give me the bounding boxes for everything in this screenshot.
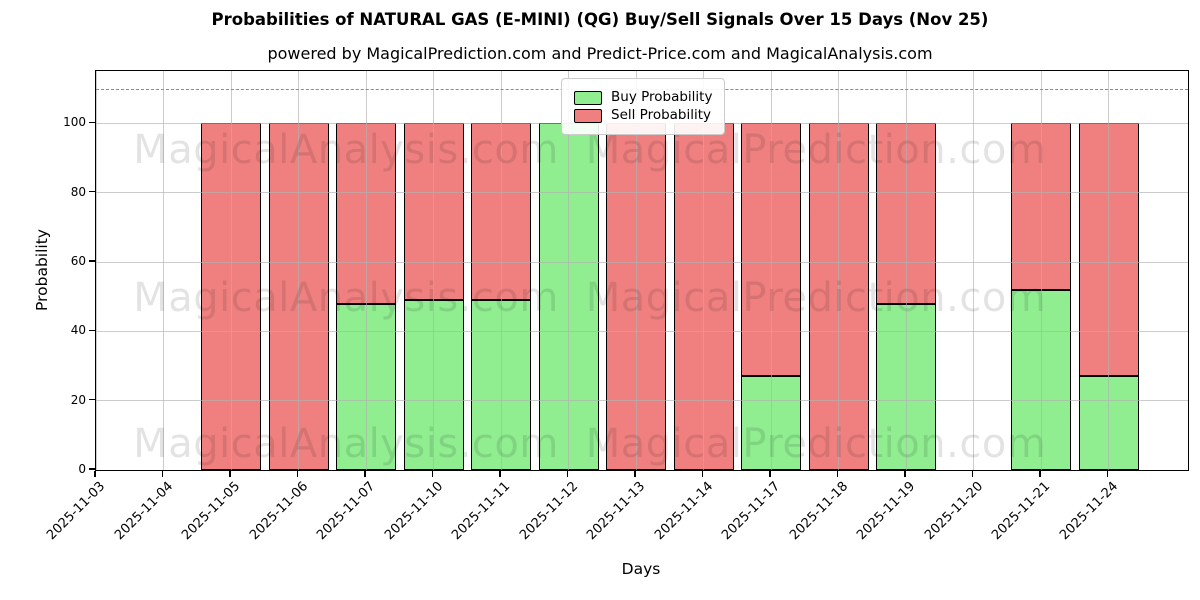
- y-tick-mark: [89, 190, 95, 193]
- x-tick-mark: [971, 470, 974, 477]
- x-tick-mark: [364, 470, 366, 477]
- x-tick-mark: [566, 470, 569, 477]
- chart-title: Probabilities of NATURAL GAS (E-MINI) (Q…: [211, 10, 989, 29]
- gridline-x-2025-11-11: [500, 71, 502, 470]
- x-tick-label: 2025-11-06: [247, 479, 312, 544]
- x-tick-mark: [769, 470, 771, 477]
- y-tick-label: 80: [70, 184, 86, 199]
- x-tick-label: 2025-11-11: [449, 479, 514, 544]
- x-tick-label: 2025-11-24: [1057, 479, 1122, 544]
- x-tick-mark: [701, 470, 704, 477]
- gridline-x-2025-11-13: [635, 71, 637, 470]
- x-tick-label: 2025-11-05: [179, 479, 244, 544]
- gridline-x-2025-11-21: [1040, 71, 1042, 470]
- x-tick-mark: [94, 470, 96, 477]
- gridline-x-2025-11-20: [973, 71, 974, 470]
- x-tick-label: 2025-11-20: [922, 479, 987, 544]
- x-tick-mark: [296, 470, 299, 477]
- watermark-text: MagicalAnalysis.com: [133, 274, 559, 321]
- legend-item-buy: Buy Probability: [574, 90, 712, 105]
- x-tick-label: 2025-11-07: [314, 479, 379, 544]
- legend: Buy Probability Sell Probability: [561, 78, 726, 135]
- x-tick-label: 2025-11-12: [517, 479, 582, 544]
- y-tick-mark: [89, 398, 95, 401]
- x-tick-label: 2025-11-21: [989, 479, 1054, 544]
- y-tick-mark: [89, 121, 95, 124]
- watermark-text: MagicalPrediction.com: [585, 420, 1047, 467]
- x-tick-mark: [161, 470, 164, 477]
- y-tick-mark: [89, 468, 95, 470]
- x-tick-mark: [499, 470, 501, 477]
- y-tick-label: 20: [70, 392, 86, 407]
- watermark-text: MagicalPrediction.com: [585, 274, 1047, 321]
- gridline-x-2025-11-19: [905, 71, 907, 470]
- gridline-y-20: [96, 400, 1188, 402]
- gridline-x-2025-11-12: [568, 71, 569, 470]
- legend-item-sell: Sell Probability: [574, 108, 712, 123]
- gridline-x-2025-11-24: [1108, 71, 1109, 470]
- y-tick-label: 60: [70, 254, 86, 268]
- x-tick-label: 2025-11-14: [652, 479, 717, 544]
- x-tick-label: 2025-11-18: [787, 479, 852, 544]
- x-tick-label: 2025-11-10: [382, 479, 447, 544]
- x-tick-label: 2025-11-03: [44, 479, 109, 544]
- buy-probability-swatch-icon: [574, 90, 602, 105]
- x-tick-mark: [904, 470, 906, 477]
- x-tick-mark: [1039, 470, 1041, 477]
- y-tick-label: 100: [63, 115, 86, 130]
- gridline-y-40: [96, 330, 1188, 332]
- watermark-text: MagicalAnalysis.com: [133, 127, 559, 173]
- y-tick-label: 40: [70, 323, 86, 338]
- x-tick-mark: [229, 470, 231, 477]
- x-axis-label: Days: [621, 560, 661, 578]
- watermark-text: MagicalAnalysis.com: [133, 420, 559, 467]
- gridline-x-2025-11-17: [770, 71, 772, 470]
- legend-label-sell: Sell Probability: [611, 107, 712, 123]
- x-tick-mark: [431, 470, 434, 477]
- chart-subtitle: powered by MagicalPrediction.com and Pre…: [267, 44, 933, 63]
- gridline-x-2025-11-10: [433, 71, 434, 470]
- gridline-x-2025-11-06: [298, 71, 299, 470]
- gridline-x-2025-11-14: [703, 71, 704, 470]
- x-tick-mark: [836, 470, 839, 477]
- y-tick-mark: [89, 329, 95, 332]
- x-tick-label: 2025-11-19: [854, 479, 919, 544]
- y-axis-label: Probability: [33, 229, 51, 311]
- plot-area: Buy Probability Sell Probability Magical…: [95, 70, 1189, 471]
- gridline-x-2025-11-05: [230, 71, 232, 470]
- x-tick-label: 2025-11-17: [719, 479, 784, 544]
- x-tick-label: 2025-11-04: [112, 479, 177, 544]
- y-tick-label: 0: [78, 462, 86, 476]
- legend-label-buy: Buy Probability: [611, 89, 713, 105]
- sell-probability-swatch-icon: [574, 108, 602, 123]
- x-tick-mark: [1106, 470, 1109, 477]
- x-tick-mark: [634, 470, 636, 477]
- x-tick-label: 2025-11-13: [584, 479, 649, 544]
- gridline-y-80: [96, 192, 1188, 194]
- gridline-x-2025-11-03: [96, 71, 97, 470]
- gridline-x-2025-11-18: [838, 71, 839, 470]
- y-tick-mark: [89, 260, 95, 262]
- gridline-x-2025-11-04: [163, 71, 164, 470]
- gridline-y-60: [96, 261, 1188, 263]
- gridline-x-2025-11-07: [365, 71, 367, 470]
